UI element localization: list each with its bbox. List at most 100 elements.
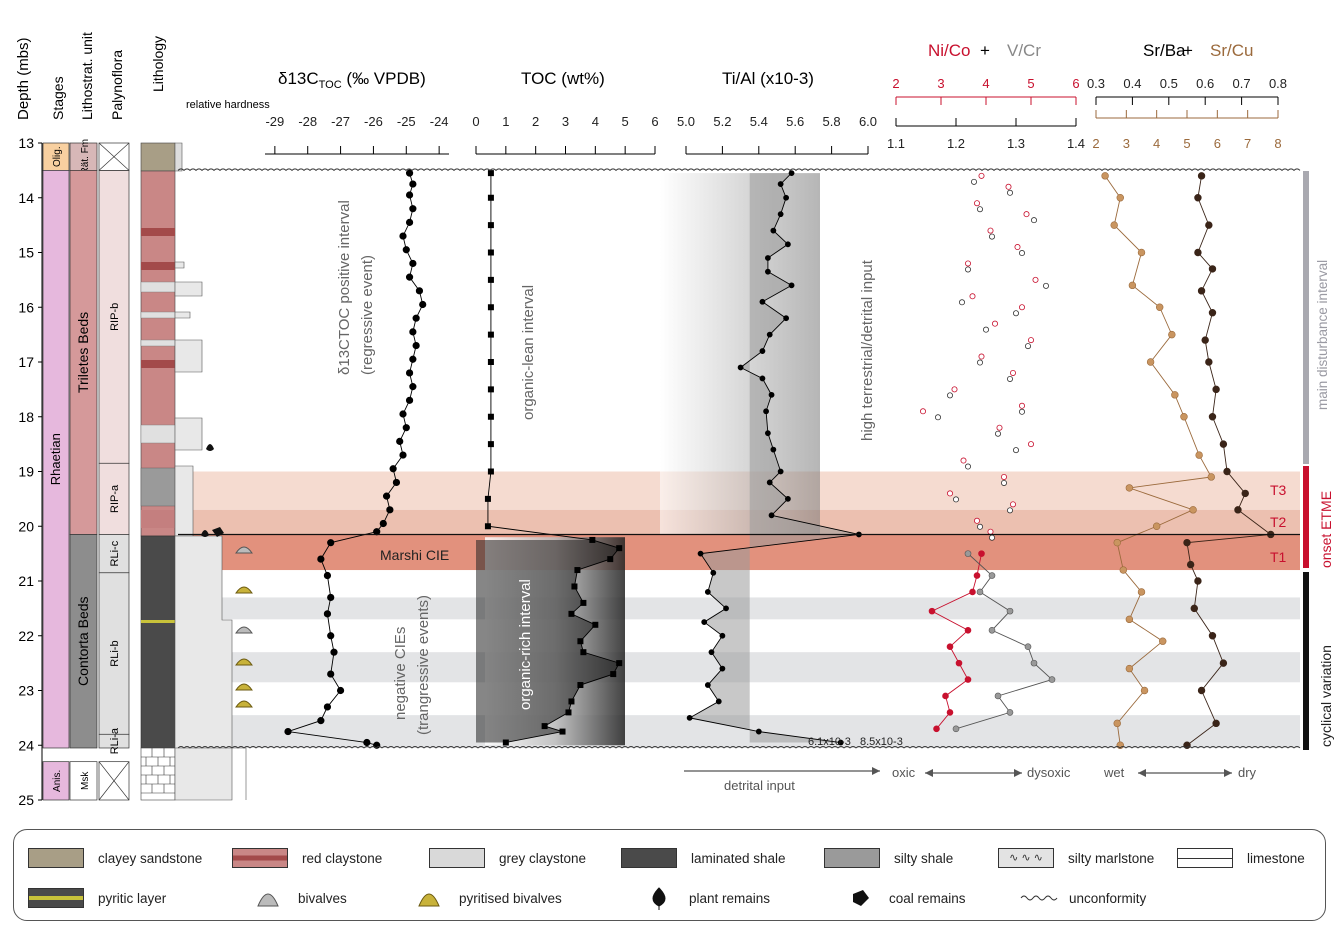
srba-tick-label: 0.4 <box>1123 76 1141 91</box>
toc-tick-label: 1 <box>502 114 509 129</box>
nico-open-point <box>951 386 958 393</box>
data-point <box>502 739 509 746</box>
palynoflora-box <box>98 534 130 574</box>
data-point <box>755 728 762 735</box>
data-point <box>766 331 773 338</box>
depth-tick-label: 23 <box>18 683 34 699</box>
data-point <box>704 682 711 688</box>
legend-label: limestone <box>1247 850 1305 866</box>
data-point <box>1201 336 1209 344</box>
annotations: δ13CTOC positive interval (regressive ev… <box>336 200 1287 748</box>
stage-box <box>42 170 70 749</box>
unit-label: Contorta Beds <box>75 596 91 686</box>
clayey-sandstone-layer <box>140 142 176 172</box>
nico-tick-label: 2 <box>892 76 899 91</box>
nico-open-point <box>996 424 1003 431</box>
unconformity-line <box>177 168 1301 172</box>
negative-cies-label: negative CIEs <box>392 627 409 720</box>
d13c-tick-label: -26 <box>364 114 383 129</box>
plus-sign: + <box>1183 41 1193 60</box>
data-point <box>777 468 784 475</box>
onset-etme-bar <box>1303 466 1309 568</box>
data-point <box>363 738 371 747</box>
nico-open-point <box>1010 369 1017 376</box>
tial-tick-label: 5.2 <box>713 114 731 129</box>
data-point <box>1197 287 1206 295</box>
data-point <box>317 555 325 563</box>
cross-line <box>98 761 130 801</box>
data-point <box>327 539 335 547</box>
data-point <box>574 567 581 574</box>
tial-value-label-1: 6.1x10-3 <box>808 736 851 748</box>
data-point <box>969 588 976 596</box>
pyritised-bivalve-icon <box>235 658 253 666</box>
data-point <box>704 589 711 595</box>
data-point <box>323 610 332 618</box>
data-point <box>487 276 494 283</box>
data-point <box>1006 607 1014 615</box>
legend-label: laminated shale <box>691 850 786 866</box>
legend-item: pyritic layer <box>28 888 166 908</box>
data-point <box>973 572 981 579</box>
dark-red-layer <box>141 262 175 270</box>
data-point <box>1208 309 1217 317</box>
data-point <box>715 698 722 705</box>
unconformity-lines <box>177 168 1301 749</box>
srcu-tick-label: 2 <box>1092 136 1099 151</box>
legend-item: plant remains <box>639 886 770 910</box>
data-point <box>1208 632 1217 640</box>
data-point <box>568 698 575 705</box>
data-point <box>589 536 596 543</box>
grey-claystone-layer <box>140 339 176 347</box>
data-point <box>402 246 410 254</box>
t2-label: T2 <box>1270 514 1287 530</box>
nico-open-point <box>1005 183 1012 190</box>
unit-box <box>69 534 98 749</box>
data-point <box>412 341 420 350</box>
dark-red-layer <box>141 228 175 236</box>
data-point <box>487 194 494 201</box>
depth-tick-label: 18 <box>18 409 34 425</box>
data-point <box>1212 719 1220 728</box>
cross-line <box>98 142 130 171</box>
data-point <box>1119 566 1128 574</box>
data-point <box>1146 358 1155 366</box>
stages-header: Stages <box>50 76 66 120</box>
data-point <box>964 676 972 683</box>
detrital-input-label: detrital input <box>724 778 795 793</box>
data-point <box>382 492 391 500</box>
data-point <box>409 259 417 268</box>
data-point <box>616 545 623 552</box>
data-point <box>405 218 414 226</box>
toc-header: TOC (wt%) <box>521 69 605 88</box>
data-point <box>565 709 572 716</box>
unit-header: Lithostrat. unit <box>79 32 95 120</box>
data-point <box>399 232 407 240</box>
legend-label: bivalves <box>298 890 347 906</box>
data-point <box>1241 489 1249 498</box>
depth-axis: Depth (mbs) 13 14 15 16 17 18 19 20 21 22 23 24 25 <box>15 37 43 808</box>
unit-box <box>69 170 98 535</box>
data-point <box>1137 588 1146 596</box>
data-point <box>317 717 325 725</box>
nico-open-point <box>974 200 981 207</box>
data-point <box>1125 664 1134 673</box>
data-point <box>1128 281 1137 290</box>
data-point <box>607 556 614 563</box>
toc-tick-label: 5 <box>622 114 629 129</box>
vcr-open-point <box>1031 217 1038 224</box>
data-point <box>541 723 548 730</box>
srba-tick-label: 0.6 <box>1196 76 1214 91</box>
palynoflora-header: Palynoflora <box>109 50 125 120</box>
data-point <box>988 572 996 579</box>
palynoflora-label: RLi-b <box>109 640 121 666</box>
vcr-open-point <box>989 534 996 541</box>
data-point <box>783 315 789 322</box>
nico-open-point <box>1028 441 1035 448</box>
data-point <box>765 430 771 437</box>
data-point <box>1197 686 1206 695</box>
data-point <box>1234 506 1242 514</box>
vcr-open-point <box>971 178 978 185</box>
hardness-header: relative hardness <box>186 99 270 111</box>
toc-tick-label: 3 <box>562 114 569 129</box>
